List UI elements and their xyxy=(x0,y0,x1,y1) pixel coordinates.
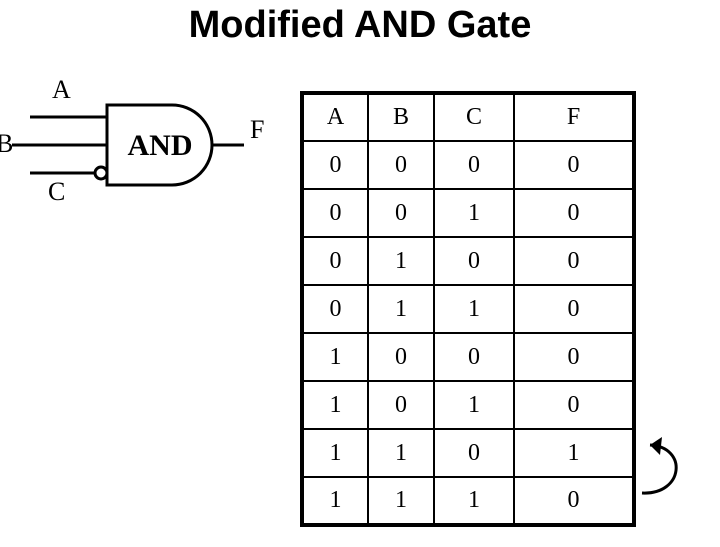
and-gate-diagram: AND A B C F xyxy=(12,77,282,207)
col-header: C xyxy=(434,93,514,141)
cell: 0 xyxy=(514,333,634,381)
cell: 0 xyxy=(514,381,634,429)
table-row: 1 0 0 0 xyxy=(302,333,634,381)
cell: 0 xyxy=(302,141,368,189)
cell: 0 xyxy=(434,141,514,189)
cell: 0 xyxy=(368,333,434,381)
cell: 1 xyxy=(434,189,514,237)
cell: 0 xyxy=(514,285,634,333)
gate-label-text: AND xyxy=(128,129,193,162)
cell: 0 xyxy=(302,237,368,285)
col-header: F xyxy=(514,93,634,141)
cell: 0 xyxy=(514,237,634,285)
table-header-row: A B C F xyxy=(302,93,634,141)
cell: 1 xyxy=(302,429,368,477)
cell: 0 xyxy=(368,381,434,429)
cell: 1 xyxy=(434,477,514,525)
input-label-a: A xyxy=(52,75,71,105)
cell: 0 xyxy=(514,189,634,237)
table-row: 1 1 1 0 xyxy=(302,477,634,525)
table-row: 0 0 0 0 xyxy=(302,141,634,189)
cell: 0 xyxy=(434,237,514,285)
cell: 0 xyxy=(434,429,514,477)
table-row: 0 1 1 0 xyxy=(302,285,634,333)
cell: 1 xyxy=(368,429,434,477)
table-row: 0 0 1 0 xyxy=(302,189,634,237)
cell: 1 xyxy=(302,381,368,429)
cell: 0 xyxy=(434,333,514,381)
col-header: B xyxy=(368,93,434,141)
cell: 1 xyxy=(434,285,514,333)
cell: 1 xyxy=(514,429,634,477)
cell: 0 xyxy=(368,141,434,189)
cell: 1 xyxy=(302,477,368,525)
bubble-c xyxy=(95,167,107,179)
stage: AND A B C F A B C F 0 0 0 0 xyxy=(0,47,720,547)
cell: 0 xyxy=(368,189,434,237)
col-header: A xyxy=(302,93,368,141)
truth-table-grid: A B C F 0 0 0 0 0 0 1 0 xyxy=(300,91,636,527)
table-row: 1 1 0 1 xyxy=(302,429,634,477)
cell: 1 xyxy=(302,333,368,381)
truth-table-body: 0 0 0 0 0 0 1 0 0 1 0 0 0 xyxy=(302,141,634,525)
output-label-f: F xyxy=(250,115,264,145)
cell: 0 xyxy=(514,141,634,189)
table-row: 0 1 0 0 xyxy=(302,237,634,285)
cell: 0 xyxy=(302,285,368,333)
arrow-svg xyxy=(636,435,706,505)
arrow-head-icon xyxy=(650,437,662,455)
cell: 1 xyxy=(368,285,434,333)
page-title: Modified AND Gate xyxy=(0,0,720,47)
cell: 0 xyxy=(514,477,634,525)
cell: 1 xyxy=(368,237,434,285)
cell: 0 xyxy=(302,189,368,237)
cell: 1 xyxy=(368,477,434,525)
input-label-c: C xyxy=(48,177,65,207)
input-label-b: B xyxy=(0,129,13,159)
table-row: 1 0 1 0 xyxy=(302,381,634,429)
cell: 1 xyxy=(434,381,514,429)
truth-table: A B C F 0 0 0 0 0 0 1 0 xyxy=(300,91,636,527)
feedback-arrow xyxy=(636,435,706,505)
